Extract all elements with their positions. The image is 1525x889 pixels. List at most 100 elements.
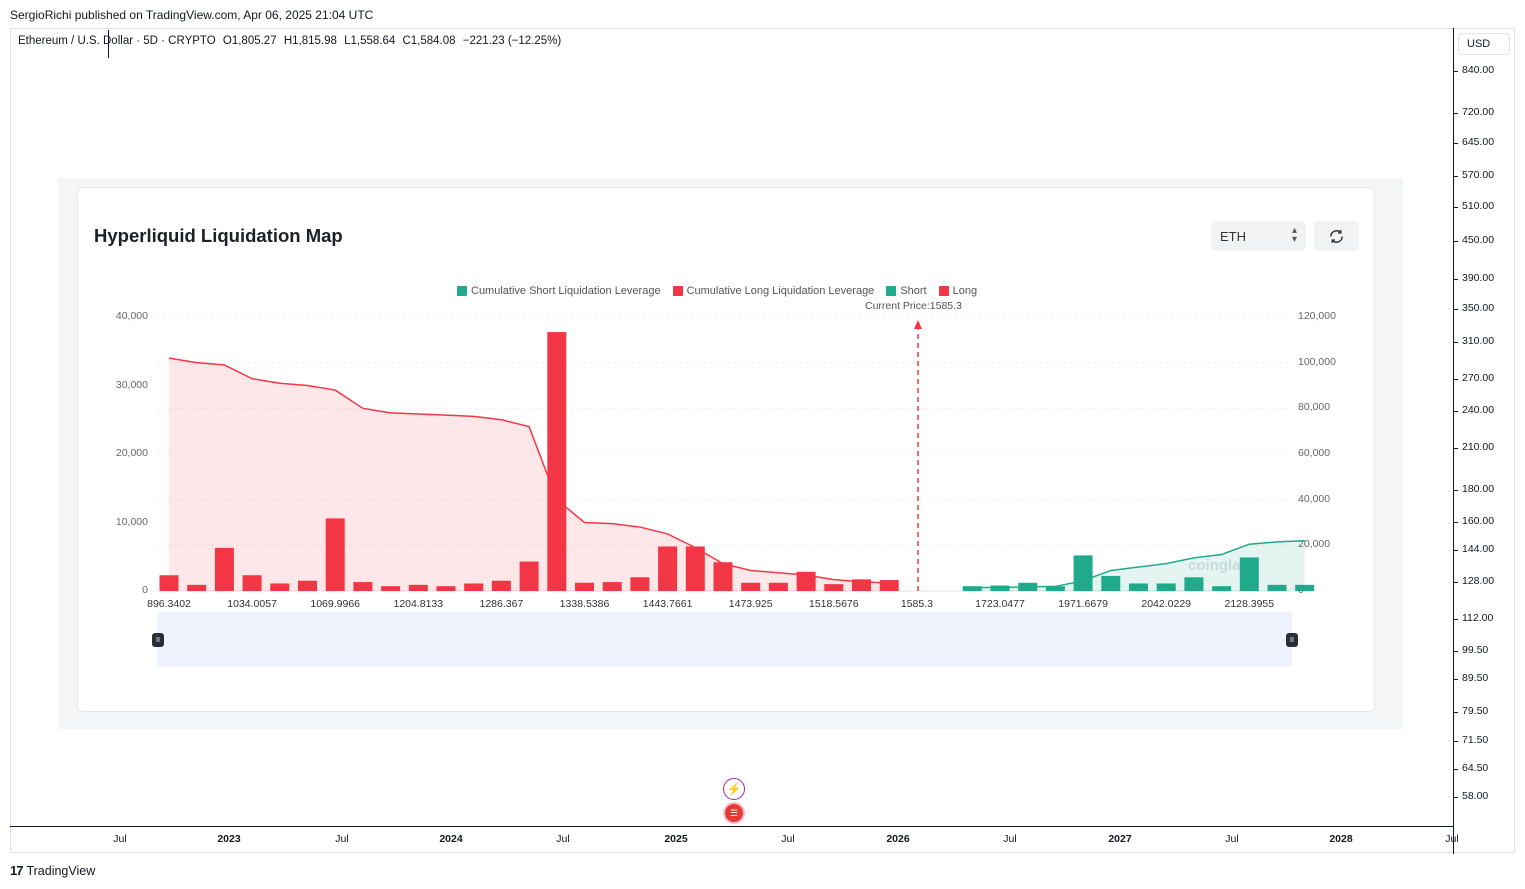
price-tick-mark: [1453, 769, 1458, 770]
long-bar: [436, 586, 456, 591]
long-bar: [187, 584, 207, 591]
legend-item[interactable]: Cumulative Short Liquidation Leverage: [457, 285, 661, 297]
long-bar: [519, 561, 539, 591]
price-tick-mark: [1453, 241, 1458, 242]
price-tick-label: 210.00: [1462, 441, 1495, 453]
price-tick-label: 840.00: [1462, 64, 1495, 76]
symbol-name[interactable]: Ethereum / U.S. Dollar · 5D · CRYPTO: [18, 35, 216, 47]
chart-legend: Cumulative Short Liquidation Leverage Cum…: [457, 285, 977, 297]
price-tick-mark: [1453, 619, 1458, 620]
time-axis-line: [10, 826, 1454, 827]
crosshair-cursor: [108, 30, 109, 58]
price-tick-label: 350.00: [1462, 302, 1495, 314]
coin-select-value: ETH: [1220, 228, 1246, 244]
x-axis-label: 896.3402: [147, 598, 191, 610]
zoom-handle-left[interactable]: II: [152, 633, 164, 647]
price-tick-mark: [1453, 651, 1458, 652]
price-tick-mark: [1453, 550, 1458, 551]
long-bar: [630, 577, 650, 591]
price-tick-label: 180.00: [1462, 483, 1495, 495]
current-price-label: Current Price:1585.3: [865, 300, 962, 312]
price-tick-mark: [1453, 71, 1458, 72]
zoom-handle-right[interactable]: II: [1286, 633, 1298, 647]
price-tick-mark: [1453, 582, 1458, 583]
price-tick-mark: [1453, 379, 1458, 380]
price-tick-mark: [1453, 113, 1458, 114]
short-bar: [962, 586, 982, 591]
long-bar: [879, 580, 899, 591]
left-axis-tick: 10,000: [115, 515, 148, 528]
price-tick-label: 160.00: [1462, 515, 1495, 527]
legend-label: Short: [900, 285, 927, 297]
x-axis-label: 1585.3: [900, 598, 933, 610]
price-tick-mark: [1453, 309, 1458, 310]
price-tick-mark: [1453, 411, 1458, 412]
ohlc-close: C1,584.08: [402, 35, 456, 47]
long-bar: [575, 582, 594, 591]
time-tick-label: 2026: [886, 833, 910, 845]
lightning-event-icon[interactable]: ⚡: [723, 778, 745, 800]
legend-item[interactable]: Short: [886, 285, 927, 297]
ohlc-high: H1,815.98: [283, 35, 337, 47]
price-tick-mark: [1453, 207, 1458, 208]
long-bar: [713, 562, 733, 591]
coin-select[interactable]: ETH ▴ ▾: [1211, 221, 1306, 251]
chevron-up-down-icon: ▴ ▾: [1291, 225, 1297, 245]
long-bar: [353, 582, 373, 591]
time-tick-label: Jul: [335, 833, 349, 845]
price-tick-mark: [1453, 797, 1458, 798]
refresh-button[interactable]: [1314, 221, 1359, 251]
left-axis-tick: 30,000: [115, 378, 148, 391]
x-axis-label: 2128.3955: [1224, 598, 1275, 610]
price-tick-label: 645.00: [1462, 136, 1495, 148]
x-axis-label: 1971.6679: [1058, 598, 1108, 610]
time-tick-label: 2027: [1108, 833, 1132, 845]
legend-item[interactable]: Long: [938, 285, 978, 297]
tradingview-logo[interactable]: 17 TradingView: [10, 863, 95, 878]
price-tick-mark: [1453, 176, 1458, 177]
currency-button[interactable]: USD: [1458, 33, 1510, 55]
price-tick-mark: [1453, 522, 1458, 523]
time-tick-label: 2024: [439, 833, 463, 845]
x-axis-label: 1069.9966: [310, 598, 361, 610]
time-tick-label: 2028: [1329, 833, 1353, 845]
short-bar: [1156, 583, 1176, 591]
tradingview-brand: TradingView: [26, 863, 96, 878]
zoom-slider[interactable]: [157, 612, 1292, 667]
cumulative-long-line: [168, 357, 890, 584]
long-bar: [547, 332, 567, 591]
published-info: SergioRichi published on TradingView.com…: [10, 8, 374, 22]
short-bar: [1212, 586, 1232, 591]
time-tick-label: 2025: [664, 833, 688, 845]
long-bar: [270, 583, 290, 591]
short-bar: [1101, 575, 1121, 591]
long-bar: [298, 580, 317, 591]
long-bar: [658, 546, 678, 591]
short-bar: [1239, 557, 1259, 591]
short-bar: [1129, 583, 1148, 591]
legend-label: Long: [952, 285, 978, 297]
price-tick-label: 720.00: [1462, 106, 1495, 118]
right-axis-tick: 120,000: [1298, 310, 1336, 322]
x-axis-label: 1443.7661: [642, 598, 693, 610]
long-bar: [768, 582, 788, 591]
price-tick-label: 64.50: [1462, 762, 1489, 774]
tradingview-logo-icon: 17: [10, 863, 24, 878]
us-flag-event-icon[interactable]: ☰: [723, 802, 745, 824]
price-tick-mark: [1453, 490, 1458, 491]
time-tick-label: Jul: [556, 833, 570, 845]
short-bar: [990, 585, 1010, 591]
cumulative-long-area: [169, 358, 890, 591]
long-bar: [242, 575, 262, 591]
x-axis-label: 2042.0229: [1141, 598, 1192, 610]
long-bar: [685, 546, 705, 591]
price-tick-label: 144.00: [1462, 543, 1495, 555]
long-bar: [602, 582, 622, 591]
price-axis-line: [1453, 28, 1454, 854]
legend-item[interactable]: Cumulative Long Liquidation Leverage: [672, 285, 874, 297]
price-tick-label: 270.00: [1462, 372, 1495, 384]
time-tick-label: Jul: [1225, 833, 1239, 845]
price-tick-label: 390.00: [1462, 272, 1495, 284]
long-bar: [796, 571, 816, 591]
price-tick-label: 58.00: [1462, 790, 1489, 802]
